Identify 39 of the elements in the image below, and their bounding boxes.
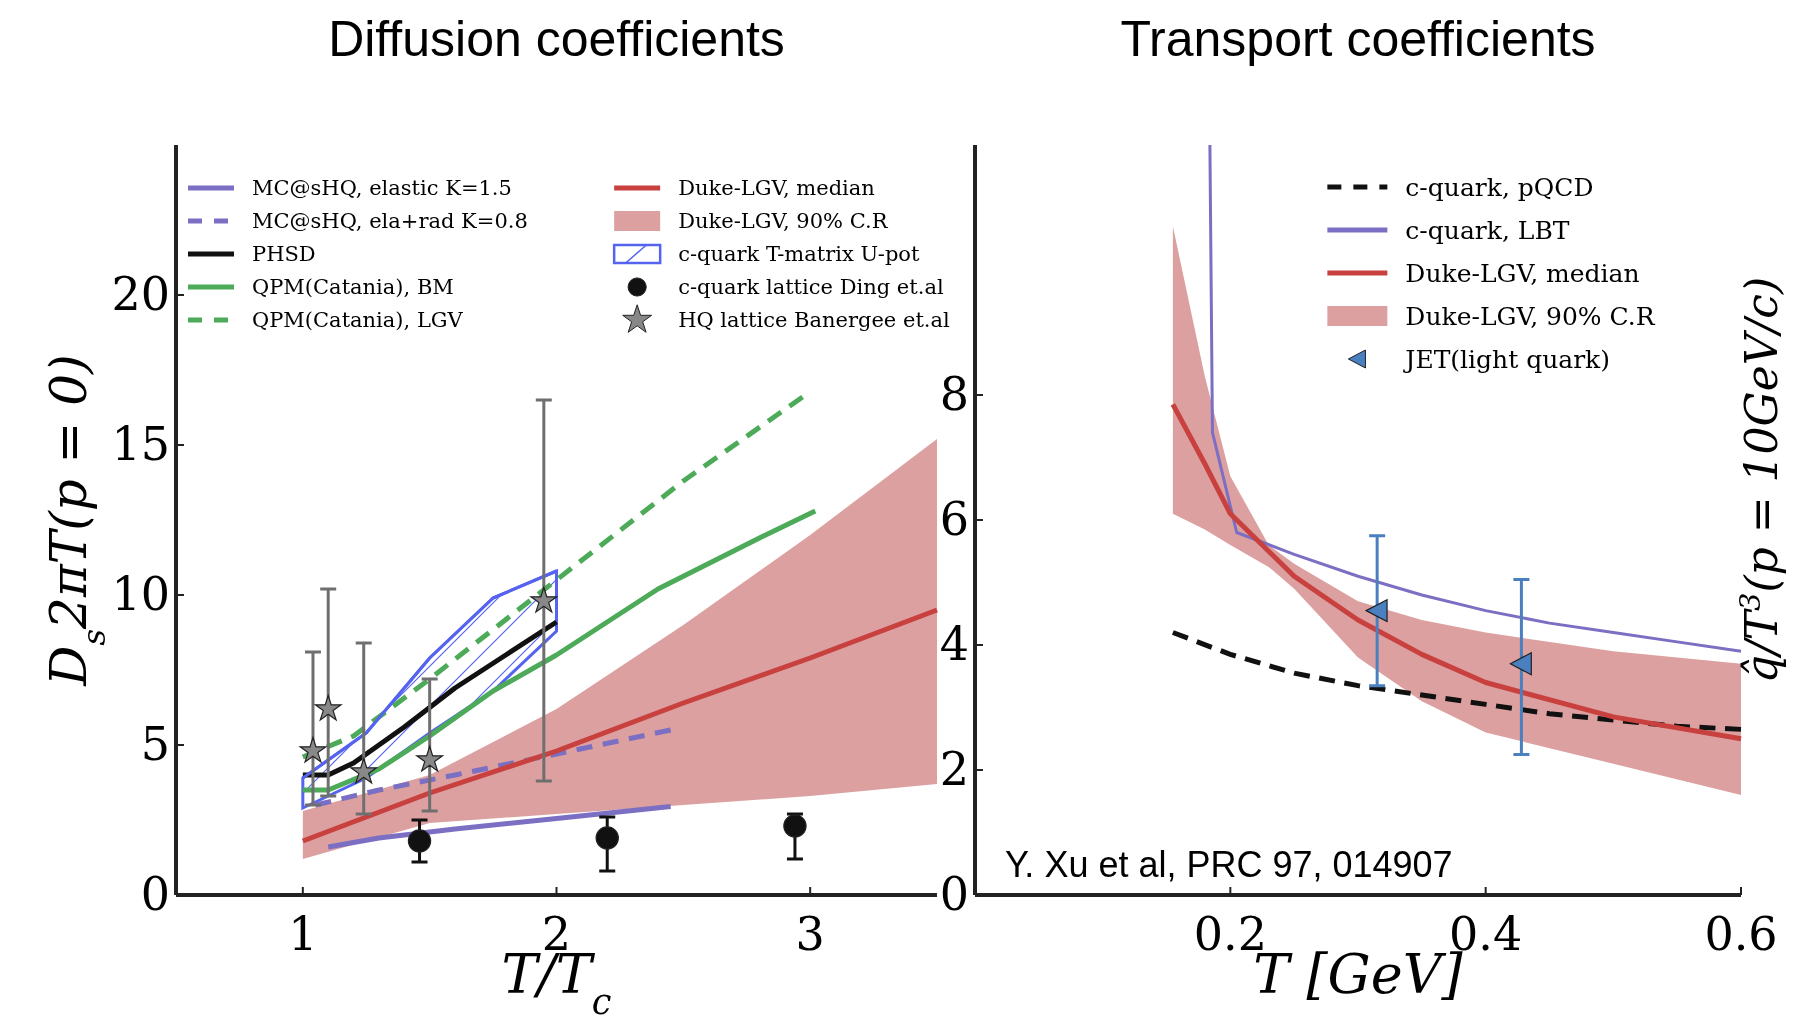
legend-label: QPM(Catania), LGV: [252, 308, 464, 333]
y-tick-label: 4: [939, 617, 969, 671]
legend-label: c-quark lattice Ding et.al: [678, 275, 944, 300]
x-tick-label: 0.6: [1704, 907, 1778, 961]
legend-label: c-quark T-matrix U-pot: [678, 242, 920, 267]
legend-label: MC@sHQ, elastic K=1.5: [252, 176, 512, 201]
y-tick-label: 20: [111, 267, 170, 321]
x-tick-label: 1: [288, 907, 318, 961]
y-tick-label: 10: [111, 567, 170, 621]
y-tick-label: 0: [939, 867, 969, 921]
point: [595, 826, 619, 850]
y-tick-label: 15: [111, 417, 170, 471]
point: [783, 814, 807, 838]
point: [530, 586, 558, 613]
annotation: Duke-LGV, 90% C.R: [1405, 301, 1656, 331]
legend-label: c-quark, pQCD: [1405, 172, 1594, 202]
chart-title: Transport coefficients: [1120, 11, 1596, 67]
annotation: Y. Xu et al, PRC 97, 014907: [1005, 844, 1453, 885]
legend-label: PHSD: [252, 242, 316, 267]
point: [350, 757, 378, 784]
y-tick-label: 5: [140, 717, 170, 771]
y-tick-label: 2: [939, 742, 969, 796]
legend-label: Duke-LGV, median: [1405, 258, 1640, 288]
legend-label: HQ lattice Banergee et.al: [678, 308, 951, 333]
y-tick-label: 8: [939, 367, 969, 421]
legend-label: JET(light quark): [1402, 344, 1611, 374]
x-tick-label: 3: [795, 907, 825, 961]
point: [299, 736, 327, 763]
point: [314, 694, 342, 721]
y-tick-label: 6: [939, 492, 969, 546]
legend-label: c-quark, LBT: [1405, 215, 1570, 245]
point: [416, 745, 444, 772]
y-tick-label: 0: [140, 867, 170, 921]
point: [407, 829, 432, 853]
chart-title: Diffusion coefficients: [328, 11, 785, 67]
legend-label: QPM(Catania), BM: [252, 275, 454, 300]
annotation: Duke-LGV, 90% C.R: [678, 209, 889, 234]
legend-label: MC@sHQ, ela+rad K=0.8: [252, 209, 528, 234]
legend-label: Duke-LGV, median: [678, 176, 875, 201]
